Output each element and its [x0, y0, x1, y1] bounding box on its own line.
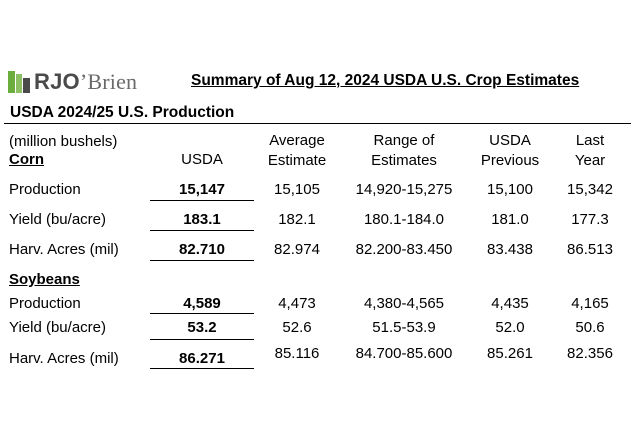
- section-corn: Corn: [9, 151, 44, 168]
- corn-usda-value: 82.710: [179, 241, 225, 258]
- corn-prev-value: 83.438: [487, 241, 533, 258]
- soy-last-value: 4,165: [571, 295, 609, 312]
- corn-row-label: Harv. Acres (mil): [9, 241, 119, 258]
- soy-last-value: 50.6: [575, 319, 605, 336]
- col-header-average-estimate: Average Estimate: [267, 132, 327, 169]
- soy-range-value: 51.5-53.9: [372, 319, 436, 336]
- col-header-usda: USDA: [181, 151, 223, 168]
- corn-prev-value: 15,100: [487, 181, 533, 198]
- rjo-logo-mark-icon: [8, 71, 30, 93]
- col-header-range-of-estimates: Range of Estimates: [371, 132, 437, 169]
- corn-last-value: 15,342: [567, 181, 613, 198]
- logo-obrien: ’Brien: [79, 69, 138, 94]
- corn-avg-value: 15,105: [274, 181, 320, 198]
- usda-underline: [150, 260, 254, 261]
- report-title: Summary of Aug 12, 2024 USDA U.S. Crop E…: [191, 72, 580, 89]
- logo-wordmark: RJO’Brien: [34, 69, 137, 95]
- soy-row-label: Yield (bu/acre): [9, 319, 106, 336]
- report-subtitle: USDA 2024/25 U.S. Production: [10, 104, 235, 121]
- corn-range-value: 14,920-15,275: [355, 181, 453, 198]
- corn-usda-value: 183.1: [183, 211, 221, 228]
- soy-row-label: Harv. Acres (mil): [9, 350, 119, 367]
- corn-avg-value: 82.974: [274, 241, 320, 258]
- corn-last-value: 177.3: [571, 211, 609, 228]
- usda-underline: [150, 200, 254, 201]
- soy-usda-value: 53.2: [187, 319, 217, 336]
- soy-last-value: 82.356: [567, 345, 613, 362]
- col-header-last-year: Last Year: [574, 132, 606, 169]
- soy-range-value: 84.700-85.600: [355, 345, 453, 362]
- corn-last-value: 86.513: [567, 241, 613, 258]
- corn-usda-value: 15,147: [179, 181, 225, 198]
- usda-underline: [150, 313, 254, 314]
- soy-range-value: 4,380-4,565: [363, 295, 445, 312]
- soy-avg-value: 85.116: [274, 345, 320, 362]
- corn-row-label: Production: [9, 181, 81, 198]
- corn-prev-value: 181.0: [491, 211, 529, 228]
- units-label: (million bushels): [9, 133, 118, 150]
- section-soybeans: Soybeans: [9, 271, 80, 288]
- soy-avg-value: 4,473: [278, 295, 316, 312]
- soy-avg-value: 52.6: [282, 319, 312, 336]
- soy-usda-value: 4,589: [183, 295, 221, 312]
- soy-prev-value: 4,435: [491, 295, 529, 312]
- soy-prev-value: 85.261: [487, 345, 533, 362]
- col-header-usda-previous: USDA Previous: [480, 132, 540, 169]
- soy-prev-value: 52.0: [495, 319, 525, 336]
- logo-rjo: RJO: [34, 69, 80, 94]
- header-rule: [4, 123, 631, 124]
- corn-row-label: Yield (bu/acre): [9, 211, 106, 228]
- rjobrien-logo: RJO’Brien: [8, 69, 148, 99]
- soy-row-label: Production: [9, 295, 81, 312]
- corn-avg-value: 182.1: [278, 211, 316, 228]
- usda-underline: [150, 339, 254, 340]
- usda-underline: [150, 230, 254, 231]
- soy-usda-value: 86.271: [179, 350, 225, 367]
- usda-underline: [150, 368, 254, 369]
- corn-range-value: 82.200-83.450: [355, 241, 453, 258]
- corn-range-value: 180.1-184.0: [363, 211, 445, 228]
